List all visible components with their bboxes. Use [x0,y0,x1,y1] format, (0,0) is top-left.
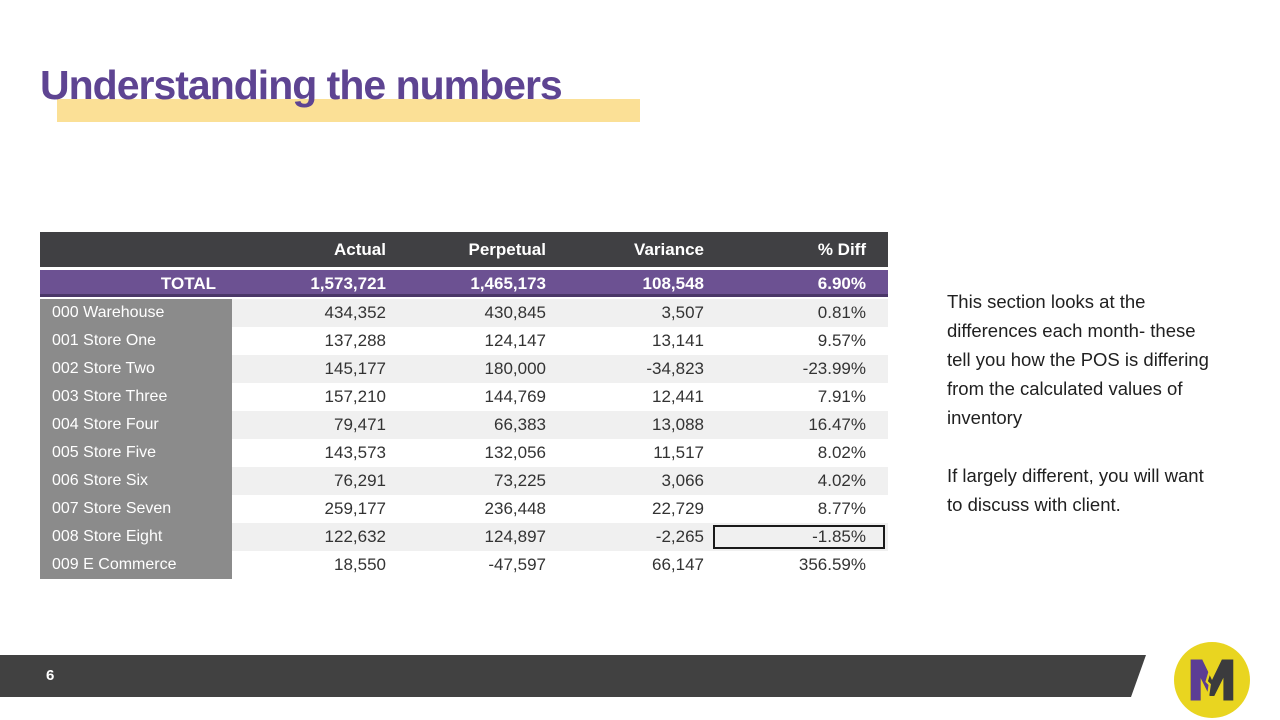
perpetual-cell: 124,147 [410,327,570,355]
pct-diff-cell: 356.59% [712,551,888,579]
table-row: 001 Store One 137,288 124,147 13,141 9.5… [40,327,888,355]
variance-cell: 3,507 [570,299,712,327]
table-row: 003 Store Three 157,210 144,769 12,441 7… [40,383,888,411]
annotation-paragraph-1: This section looks at the differences ea… [947,291,1209,428]
column-header-actual: Actual [334,240,386,259]
store-name-cell: 008 Store Eight [40,523,232,551]
variance-cell: 3,066 [570,467,712,495]
perpetual-cell: 66,383 [410,411,570,439]
variance-cell: 11,517 [570,439,712,467]
pct-diff-cell: 8.02% [712,439,888,467]
variance-cell: 13,088 [570,411,712,439]
column-header-blank [40,232,232,267]
table-row: 006 Store Six 76,291 73,225 3,066 4.02% [40,467,888,495]
pct-diff-cell: 9.57% [712,327,888,355]
page-title: Understanding the numbers [40,62,563,108]
perpetual-cell: 132,056 [410,439,570,467]
column-header-pct-diff: % Diff [817,240,866,259]
store-name-cell: 000 Warehouse [40,299,232,327]
actual-cell: 76,291 [232,467,410,495]
total-perpetual-cell: 1,465,173 [470,274,546,293]
actual-cell: 137,288 [232,327,410,355]
variance-cell: 22,729 [570,495,712,523]
store-name-cell: 001 Store One [40,327,232,355]
perpetual-cell: 144,769 [410,383,570,411]
table-row: 007 Store Seven 259,177 236,448 22,729 8… [40,495,888,523]
pct-diff-cell: 16.47% [712,411,888,439]
store-name-cell: 009 E Commerce [40,551,232,579]
store-name-cell: 004 Store Four [40,411,232,439]
variance-cell: 66,147 [570,551,712,579]
total-actual-cell: 1,573,721 [310,274,386,293]
total-variance-cell: 108,548 [642,274,704,293]
store-name-cell: 003 Store Three [40,383,232,411]
inventory-variance-table: Actual Perpetual Variance % Diff TOTAL 1… [40,232,888,579]
table-row: 005 Store Five 143,573 132,056 11,517 8.… [40,439,888,467]
perpetual-cell: -47,597 [410,551,570,579]
logo-lightning-gap [1205,660,1214,701]
table-body: 000 Warehouse 434,352 430,845 3,507 0.81… [40,299,888,579]
perpetual-cell: 430,845 [410,299,570,327]
total-label: TOTAL [160,274,216,293]
variance-cell: -34,823 [570,355,712,383]
total-pct-diff-cell: 6.90% [817,274,866,293]
perpetual-cell: 73,225 [410,467,570,495]
pct-diff-cell: 0.81% [712,299,888,327]
pct-diff-cell: -1.85% [712,523,888,551]
perpetual-cell: 180,000 [410,355,570,383]
table-header-row: Actual Perpetual Variance % Diff [40,232,888,267]
actual-cell: 143,573 [232,439,410,467]
table-row: 000 Warehouse 434,352 430,845 3,507 0.81… [40,299,888,327]
column-header-variance: Variance [634,240,704,259]
table-row: 002 Store Two 145,177 180,000 -34,823 -2… [40,355,888,383]
table-total-row: TOTAL 1,573,721 1,465,173 108,548 6.90% [40,270,888,297]
annotation-paragraph-2: If largely different, you will want to d… [947,465,1204,515]
company-logo-m-icon [1174,642,1250,718]
actual-cell: 259,177 [232,495,410,523]
actual-cell: 18,550 [232,551,410,579]
store-name-cell: 005 Store Five [40,439,232,467]
store-name-cell: 002 Store Two [40,355,232,383]
actual-cell: 157,210 [232,383,410,411]
table-row: 004 Store Four 79,471 66,383 13,088 16.4… [40,411,888,439]
variance-cell: 13,141 [570,327,712,355]
actual-cell: 145,177 [232,355,410,383]
pct-diff-cell: 8.77% [712,495,888,523]
actual-cell: 79,471 [232,411,410,439]
variance-cell: -2,265 [570,523,712,551]
actual-cell: 434,352 [232,299,410,327]
pct-diff-cell: -23.99% [712,355,888,383]
pct-diff-cell: 4.02% [712,467,888,495]
perpetual-cell: 236,448 [410,495,570,523]
actual-cell: 122,632 [232,523,410,551]
page-number: 6 [46,667,55,684]
table-row: 008 Store Eight 122,632 124,897 -2,265 -… [40,523,888,551]
variance-cell: 12,441 [570,383,712,411]
store-name-cell: 006 Store Six [40,467,232,495]
column-header-perpetual: Perpetual [468,240,546,259]
store-name-cell: 007 Store Seven [40,495,232,523]
perpetual-cell: 124,897 [410,523,570,551]
table-row: 009 E Commerce 18,550 -47,597 66,147 356… [40,551,888,579]
footer-bar: 6 [0,655,1146,697]
title-highlight-bar [57,99,640,122]
pct-diff-cell: 7.91% [712,383,888,411]
annotation-text: This section looks at the differences ea… [947,287,1213,519]
